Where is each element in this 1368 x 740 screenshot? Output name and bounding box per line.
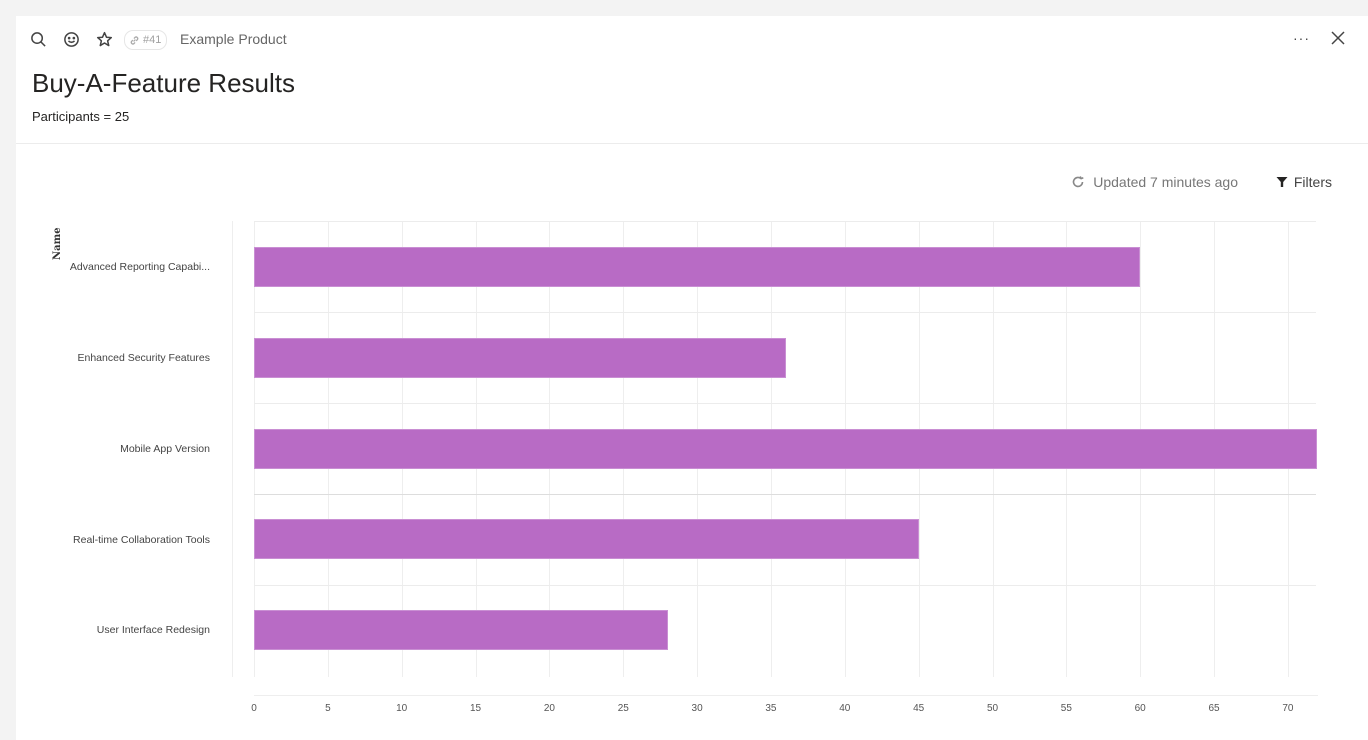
- bar-enhanced-security[interactable]: [254, 338, 786, 378]
- category-label: Enhanced Security Features: [77, 352, 211, 364]
- link-icon: [130, 35, 139, 45]
- participants-count: Participants = 25: [32, 109, 130, 124]
- category-label: Mobile App Version: [120, 443, 210, 455]
- gridline: [254, 494, 1316, 495]
- bar-realtime-collaboration[interactable]: [254, 519, 919, 559]
- close-icon[interactable]: [1330, 30, 1346, 46]
- badge-number: #41: [143, 34, 162, 46]
- x-axis-line: [254, 695, 1318, 696]
- report-panel: #41 Example Product ··· Buy-A-Feature Re…: [16, 16, 1368, 740]
- x-tick-label: 40: [839, 703, 851, 714]
- x-tick-label: 15: [469, 703, 482, 714]
- bar-mobile-app[interactable]: [254, 429, 1318, 469]
- top-bar: #41 Example Product ···: [16, 16, 1368, 62]
- refresh-icon: [1072, 176, 1084, 188]
- x-tick-label: 35: [765, 703, 777, 714]
- header-divider: [16, 143, 1368, 144]
- gridline: [254, 585, 1316, 586]
- x-tick-label: 5: [325, 703, 331, 714]
- search-icon[interactable]: [29, 30, 47, 48]
- x-tick-label: 70: [1282, 703, 1294, 714]
- link-badge[interactable]: #41: [124, 30, 168, 50]
- refresh-status[interactable]: Updated 7 minutes ago: [1071, 174, 1238, 190]
- category-label: User Interface Redesign: [96, 624, 210, 636]
- bar-ui-redesign[interactable]: [254, 610, 668, 650]
- bar-chart: Name Advanced Reporting Capabi... Enhanc…: [16, 16, 1368, 740]
- x-tick-label: 60: [1134, 703, 1146, 714]
- bar-advanced-reporting[interactable]: [254, 247, 1141, 287]
- x-tick-label: 0: [251, 703, 257, 714]
- gridline: [254, 221, 1316, 222]
- category-label: Real-time Collaboration Tools: [73, 534, 210, 546]
- gridline: [254, 403, 1316, 404]
- x-tick-label: 55: [1060, 703, 1072, 714]
- plot-area: [254, 221, 1318, 677]
- star-icon[interactable]: [95, 30, 113, 48]
- filter-icon: [1276, 177, 1288, 187]
- more-options-button[interactable]: ···: [1293, 30, 1310, 46]
- y-axis-title: Name: [52, 227, 63, 260]
- filters-button[interactable]: Filters: [1276, 174, 1332, 190]
- updated-text: Updated 7 minutes ago: [1093, 174, 1238, 190]
- x-tick-label: 25: [617, 703, 629, 714]
- page-title: Buy-A-Feature Results: [32, 68, 295, 98]
- y-axis-line: [232, 221, 233, 677]
- emoji-icon[interactable]: [62, 30, 80, 48]
- gridline: [254, 312, 1316, 313]
- x-tick-label: 10: [396, 703, 408, 714]
- category-label: Advanced Reporting Capabi...: [69, 261, 210, 273]
- x-tick-label: 20: [543, 703, 555, 714]
- x-tick-label: 45: [913, 703, 925, 714]
- x-tick-label: 50: [986, 703, 999, 714]
- x-tick-label: 30: [691, 703, 703, 714]
- x-tick-label: 65: [1208, 703, 1220, 714]
- product-name[interactable]: Example Product: [180, 31, 287, 47]
- filters-label: Filters: [1293, 174, 1332, 190]
